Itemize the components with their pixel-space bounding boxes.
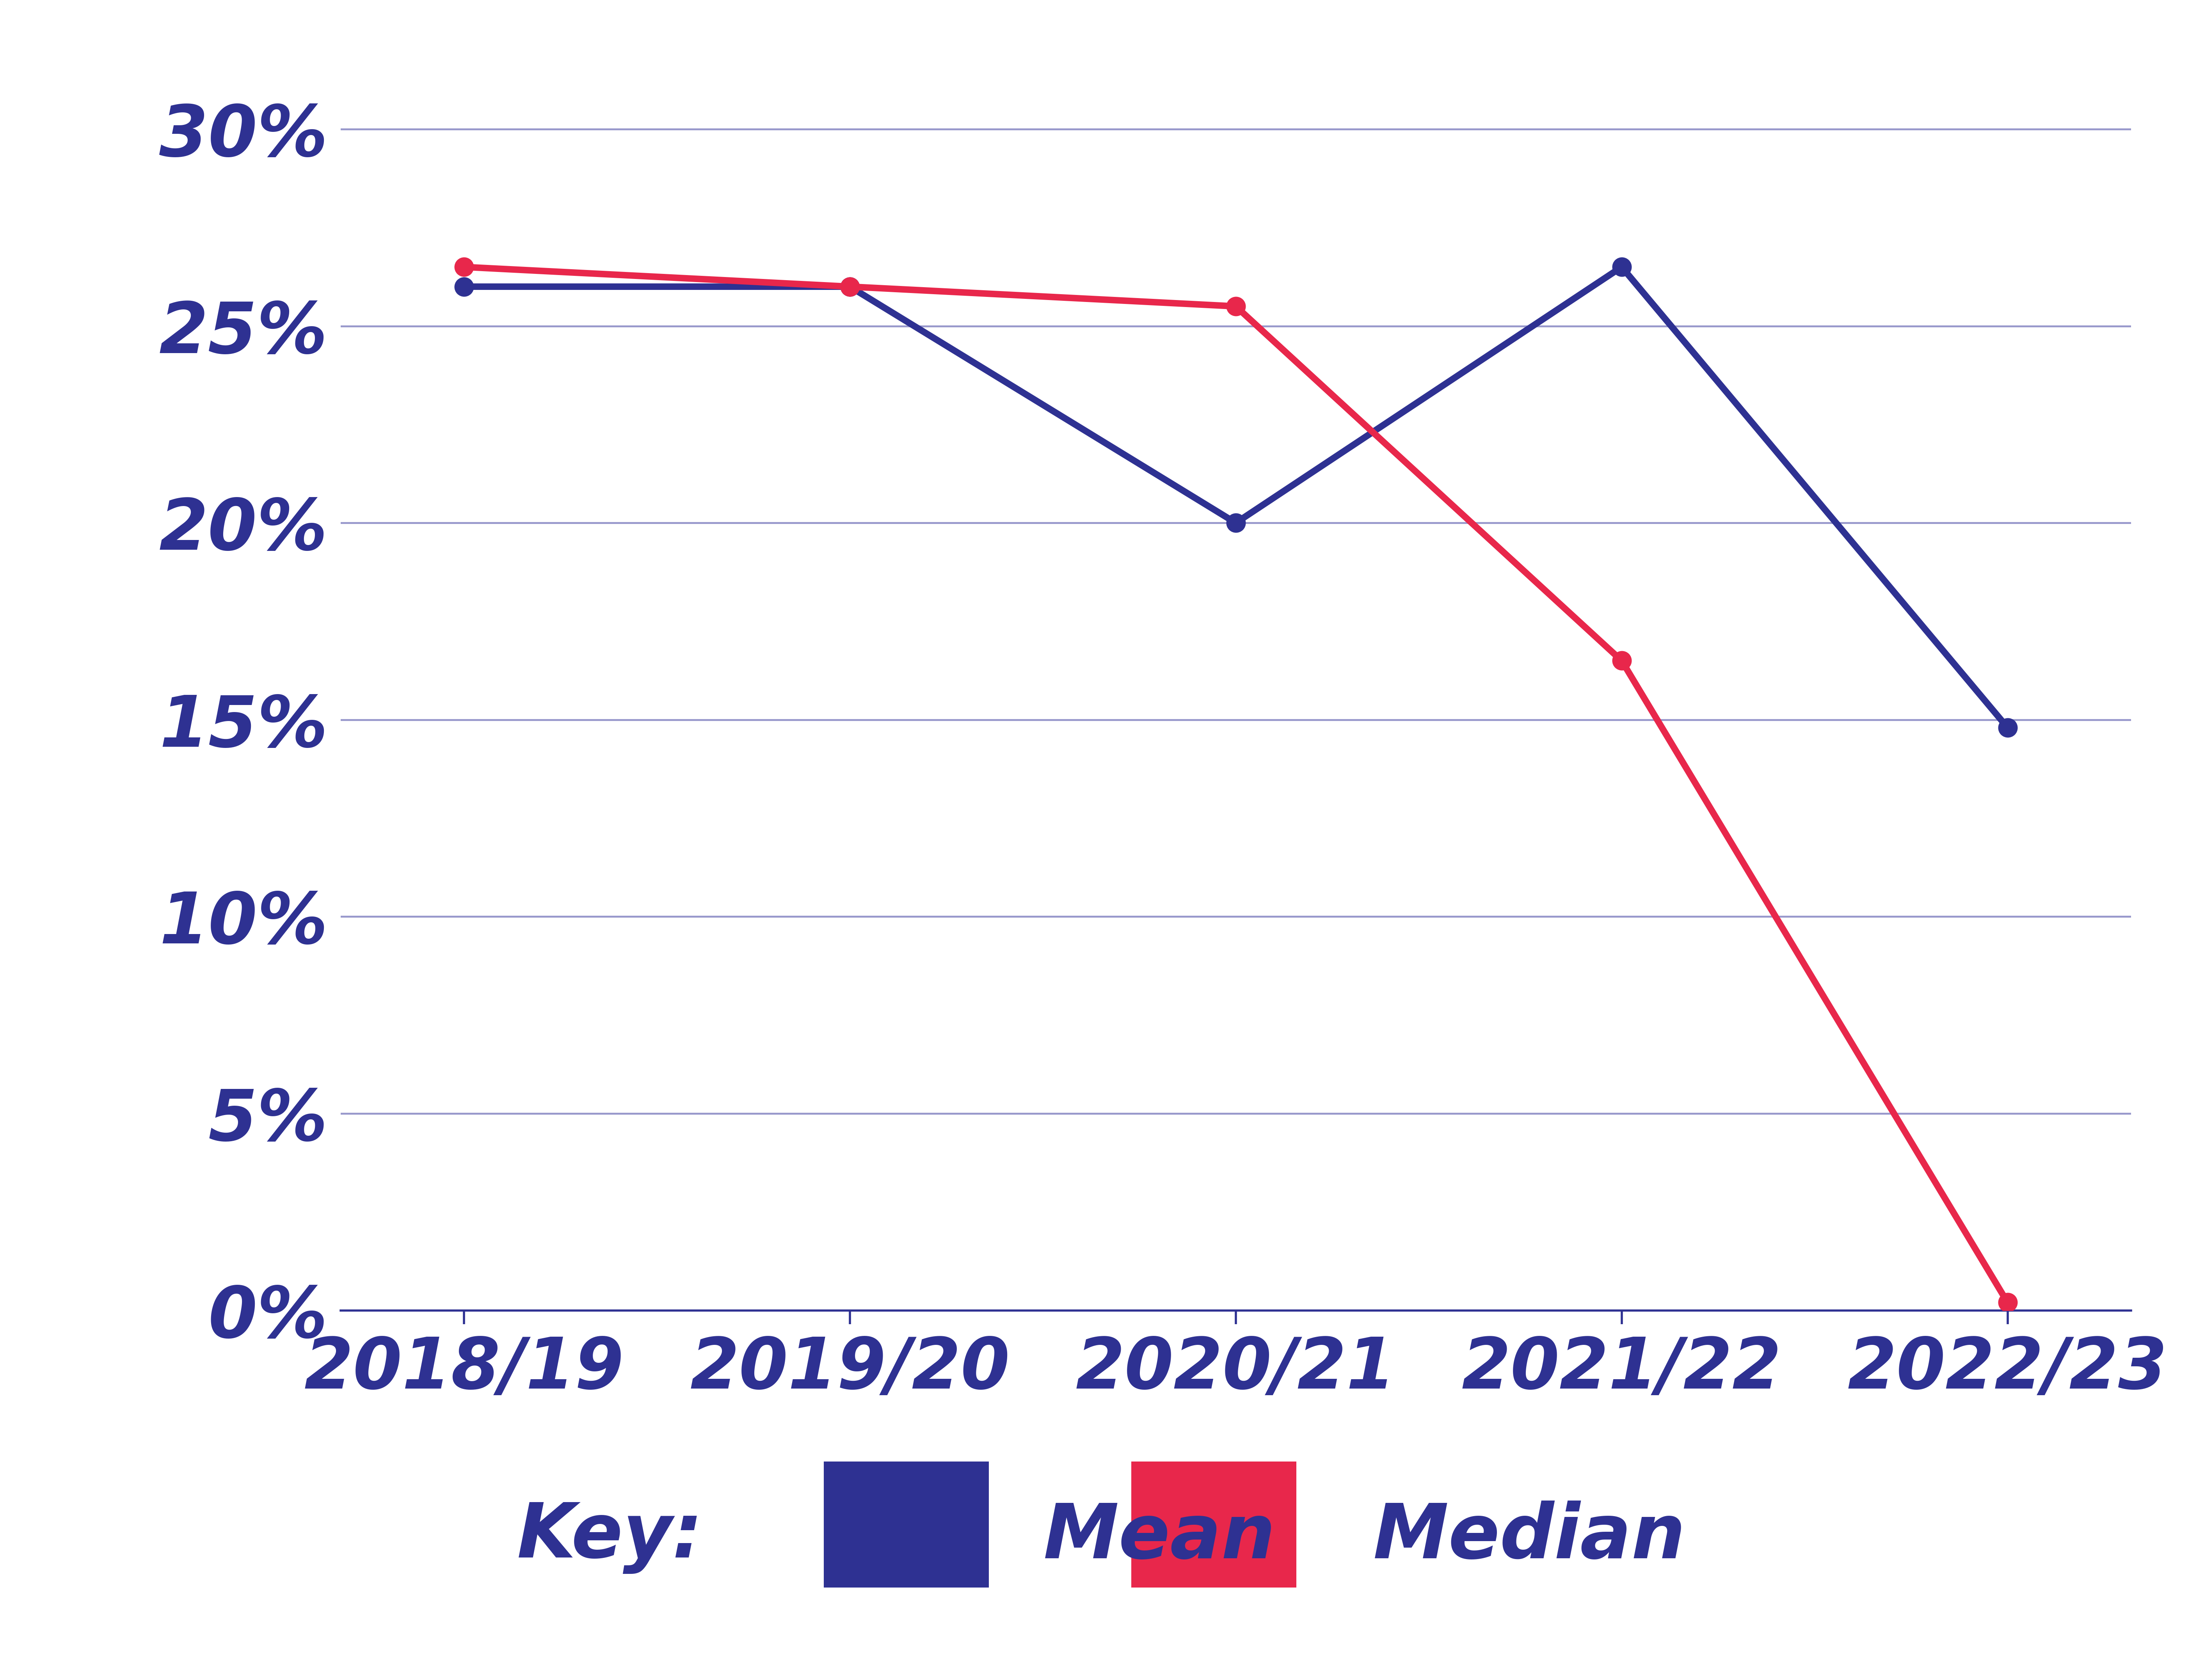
- Text: Median: Median: [1373, 1500, 1685, 1574]
- Text: Mean: Mean: [1044, 1500, 1276, 1574]
- Text: Key:: Key:: [516, 1500, 703, 1574]
